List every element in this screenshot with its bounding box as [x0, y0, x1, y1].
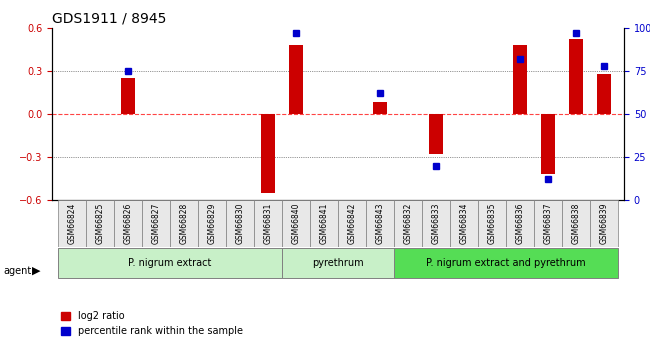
Text: GSM66831: GSM66831: [263, 203, 272, 244]
Text: GSM66825: GSM66825: [95, 203, 104, 244]
Text: P. nigrum extract and pyrethrum: P. nigrum extract and pyrethrum: [426, 258, 586, 268]
FancyBboxPatch shape: [506, 200, 534, 247]
FancyBboxPatch shape: [562, 200, 590, 247]
Bar: [597, 73, 612, 114]
FancyBboxPatch shape: [58, 200, 86, 247]
Text: GSM66830: GSM66830: [235, 203, 244, 244]
Text: GSM66840: GSM66840: [291, 203, 300, 244]
Bar: [261, 114, 275, 193]
FancyBboxPatch shape: [366, 200, 394, 247]
Text: GSM66836: GSM66836: [515, 203, 525, 244]
FancyBboxPatch shape: [58, 248, 282, 278]
Text: GSM66834: GSM66834: [460, 203, 469, 244]
Text: GSM66841: GSM66841: [320, 203, 328, 244]
FancyBboxPatch shape: [394, 248, 618, 278]
FancyBboxPatch shape: [114, 200, 142, 247]
Text: GSM66838: GSM66838: [572, 203, 581, 244]
Bar: [429, 114, 443, 154]
FancyBboxPatch shape: [590, 200, 618, 247]
FancyBboxPatch shape: [338, 200, 366, 247]
Bar: [121, 78, 135, 114]
Text: P. nigrum extract: P. nigrum extract: [128, 258, 211, 268]
Text: GSM66833: GSM66833: [432, 203, 441, 244]
FancyBboxPatch shape: [394, 200, 422, 247]
Text: ▶: ▶: [31, 266, 40, 276]
Text: GSM66824: GSM66824: [67, 203, 76, 244]
Text: GSM66837: GSM66837: [544, 203, 552, 244]
FancyBboxPatch shape: [170, 200, 198, 247]
FancyBboxPatch shape: [478, 200, 506, 247]
FancyBboxPatch shape: [310, 200, 338, 247]
Bar: [373, 102, 387, 114]
Text: GSM66826: GSM66826: [124, 203, 132, 244]
Text: GSM66829: GSM66829: [207, 203, 216, 244]
Bar: [289, 45, 303, 114]
Legend: log2 ratio, percentile rank within the sample: log2 ratio, percentile rank within the s…: [57, 307, 247, 340]
FancyBboxPatch shape: [534, 200, 562, 247]
Text: GDS1911 / 8945: GDS1911 / 8945: [52, 11, 166, 25]
Bar: [569, 39, 583, 114]
Text: GSM66827: GSM66827: [151, 203, 161, 244]
Bar: [514, 45, 527, 114]
Text: GSM66832: GSM66832: [404, 203, 413, 244]
FancyBboxPatch shape: [198, 200, 226, 247]
FancyBboxPatch shape: [226, 200, 254, 247]
Text: GSM66835: GSM66835: [488, 203, 497, 244]
Text: GSM66828: GSM66828: [179, 203, 188, 244]
Text: pyrethrum: pyrethrum: [312, 258, 364, 268]
Text: GSM66839: GSM66839: [600, 203, 609, 244]
FancyBboxPatch shape: [86, 200, 114, 247]
FancyBboxPatch shape: [282, 248, 394, 278]
FancyBboxPatch shape: [282, 200, 310, 247]
FancyBboxPatch shape: [422, 200, 450, 247]
FancyBboxPatch shape: [254, 200, 282, 247]
Text: GSM66843: GSM66843: [376, 203, 385, 244]
FancyBboxPatch shape: [450, 200, 478, 247]
Text: agent: agent: [3, 266, 31, 276]
Text: GSM66842: GSM66842: [348, 203, 356, 244]
Bar: [541, 114, 555, 174]
FancyBboxPatch shape: [142, 200, 170, 247]
